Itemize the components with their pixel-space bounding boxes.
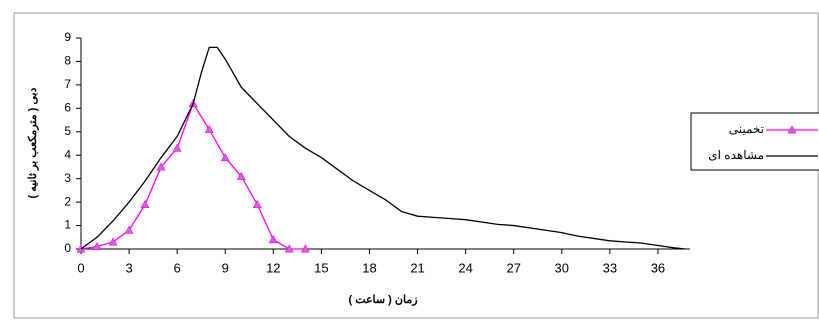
x-tick-label: 0 (77, 260, 84, 275)
x-tick-label: 9 (222, 260, 229, 275)
y-tick-label: 8 (64, 54, 71, 68)
data-marker (252, 199, 262, 208)
legend-box (690, 112, 819, 171)
data-marker (268, 235, 278, 244)
x-tick-label: 12 (266, 260, 280, 275)
data-marker (236, 171, 246, 180)
x-tick-label: 24 (458, 260, 472, 275)
series-line (80, 102, 306, 250)
data-marker (156, 162, 166, 171)
x-tick-label: 6 (174, 260, 181, 275)
legend-label: تخمینی (729, 122, 764, 136)
data-marker (140, 199, 150, 208)
y-tick-label: 6 (64, 101, 71, 115)
data-marker (220, 152, 230, 162)
data-marker (172, 143, 182, 152)
x-tick-label: 30 (555, 260, 569, 275)
x-axis-label: زمان ( ساعت ) (348, 294, 417, 306)
data-marker (204, 124, 214, 133)
y-tick-label: 5 (64, 124, 71, 138)
y-tick-label: 9 (64, 30, 71, 44)
y-axis-label: دبی ( مترمکعب بر ثانیه ) (27, 87, 39, 198)
data-marker (300, 244, 310, 253)
data-marker (124, 225, 134, 234)
y-tick-label: 1 (64, 218, 71, 232)
x-tick-label: 3 (125, 260, 132, 275)
y-tick-label: 4 (64, 147, 71, 161)
data-marker (284, 244, 294, 253)
x-tick-label: 27 (506, 260, 520, 275)
y-tick-label: 7 (64, 77, 71, 91)
data-marker (92, 242, 102, 251)
x-tick-label: 15 (314, 260, 328, 275)
x-tick-label: 36 (651, 260, 665, 275)
x-tick-label: 33 (603, 260, 617, 275)
x-tick-label: 21 (410, 260, 424, 275)
legend-label: مشاهده ای (708, 148, 764, 162)
x-tick-label: 18 (362, 260, 376, 275)
legend-marker (787, 125, 797, 134)
series-line (80, 46, 686, 250)
y-tick-label: 3 (64, 171, 71, 185)
y-tick-label: 0 (64, 241, 71, 255)
y-tick-label: 2 (64, 194, 71, 208)
data-marker (108, 237, 118, 246)
